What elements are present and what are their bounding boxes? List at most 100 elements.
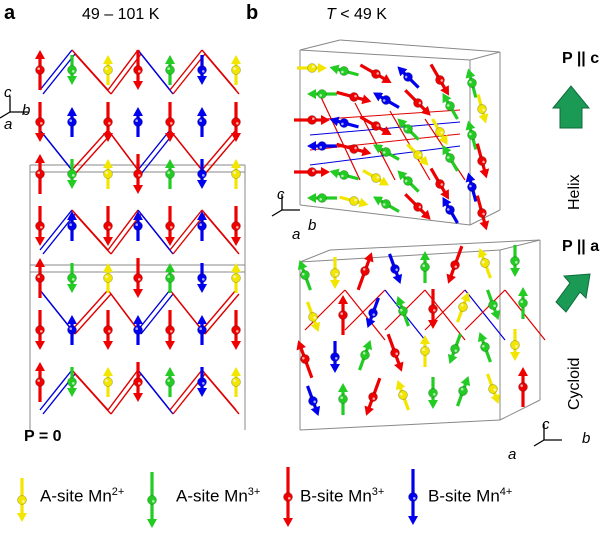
spin-arrow xyxy=(307,193,337,203)
spin-arrow xyxy=(35,362,45,402)
axis-b-a: b xyxy=(22,102,31,119)
spin-arrow xyxy=(358,339,373,371)
spin-arrow xyxy=(373,92,400,109)
exchange-bond xyxy=(344,289,386,331)
spin-arrow xyxy=(518,367,528,407)
spin-arrow xyxy=(397,66,420,89)
helix-label: Helix xyxy=(566,174,583,210)
spin-arrow xyxy=(397,170,420,193)
spin-arrow xyxy=(165,367,175,397)
spin-arrow xyxy=(67,55,77,85)
spin-arrow xyxy=(133,258,143,298)
spin-arrow xyxy=(165,206,175,246)
exchange-bond xyxy=(169,369,203,411)
axis-a-bb: a xyxy=(508,446,517,463)
spin-arrow xyxy=(329,64,359,77)
spin-arrow xyxy=(103,310,113,350)
spin-arrow xyxy=(67,211,77,241)
exchange-bond xyxy=(107,369,139,411)
axis-b-bt: b xyxy=(308,217,317,234)
exchange-bond xyxy=(39,369,73,411)
axis-b-bb: b xyxy=(582,430,591,447)
spin-arrow xyxy=(35,102,45,142)
helix-polarization: P || c xyxy=(562,50,600,67)
spin-arrow xyxy=(133,211,143,241)
legend-label-a2: A-site Mn2+ xyxy=(40,486,125,506)
spin-arrow xyxy=(35,310,45,350)
cell-edge xyxy=(299,419,501,431)
spin-arrow xyxy=(165,263,175,293)
axis-a-a: a xyxy=(4,116,13,133)
spin-arrow xyxy=(231,367,241,397)
axis-c-bb: c xyxy=(542,416,550,433)
panel-b-top-a-axis-arrow xyxy=(271,209,283,217)
spin-arrow xyxy=(197,263,207,293)
spin-arrow xyxy=(373,144,400,161)
spin-arrow xyxy=(475,143,490,179)
spin-arrow xyxy=(306,385,321,417)
spin-arrow xyxy=(103,367,113,397)
spin-arrow xyxy=(404,193,431,220)
exchange-bond xyxy=(42,53,76,95)
spin-arrow xyxy=(133,154,143,194)
spin-arrow xyxy=(338,295,348,335)
spin-arrow xyxy=(133,50,143,90)
spin-arrow xyxy=(428,377,438,409)
spin-arrow xyxy=(103,263,113,293)
spin-arrow xyxy=(165,55,175,85)
spin-arrow xyxy=(35,154,45,194)
legend-spin-icon-3 xyxy=(408,469,418,525)
spin-arrow xyxy=(231,206,241,246)
spin-arrow xyxy=(486,373,501,405)
spin-arrow xyxy=(165,159,175,189)
exchange-bond xyxy=(464,289,506,331)
spin-arrow xyxy=(465,172,478,202)
spin-arrow xyxy=(429,63,449,96)
legend-label-b3: B-site Mn3+ xyxy=(300,486,385,506)
exchange-bond xyxy=(204,53,240,95)
spin-arrow xyxy=(397,118,420,141)
panel-a-polarization: P = 0 xyxy=(24,428,62,445)
panel-a-title: 49 – 101 K xyxy=(82,6,160,23)
spin-arrow xyxy=(336,142,372,157)
exchange-bond xyxy=(71,129,109,171)
spin-arrow xyxy=(477,331,492,363)
spin-arrow xyxy=(465,120,478,150)
exchange-bond xyxy=(140,213,174,255)
spin-arrow xyxy=(442,145,459,172)
spin-arrow xyxy=(35,206,45,246)
exchange-bond xyxy=(110,133,142,175)
exchange-bond xyxy=(74,373,112,415)
spin-arrow xyxy=(447,333,462,365)
spin-arrow xyxy=(338,383,348,415)
spin-arrow xyxy=(404,89,431,116)
spin-arrow xyxy=(362,169,389,186)
spin-arrow xyxy=(35,50,45,90)
spin-arrow xyxy=(518,287,528,319)
spin-arrow xyxy=(456,375,471,407)
panel-a-letter: a xyxy=(4,2,16,24)
spin-arrow xyxy=(465,68,478,98)
spin-arrow xyxy=(330,341,340,373)
spin-arrow xyxy=(510,245,520,277)
exchange-bond xyxy=(464,289,506,341)
axis-c-a: c xyxy=(4,84,12,101)
spin-arrow xyxy=(307,89,337,99)
polarization-diagonal-arrow xyxy=(555,273,591,313)
spin-arrow xyxy=(365,297,380,329)
spin-arrow xyxy=(329,168,359,181)
exchange-bond xyxy=(304,289,346,331)
exchange-bond xyxy=(107,209,139,251)
spin-arrow xyxy=(296,340,314,379)
exchange-bond xyxy=(140,293,174,335)
cell-edge xyxy=(299,204,471,226)
exchange-bond xyxy=(39,209,73,251)
spin-arrow xyxy=(431,118,448,145)
exchange-bond xyxy=(137,289,171,331)
exchange-bond xyxy=(204,133,240,175)
cell-edge xyxy=(499,239,541,251)
axis-a-bt: a xyxy=(292,226,301,243)
exchange-bond xyxy=(172,133,206,175)
spin-arrow xyxy=(475,195,490,231)
